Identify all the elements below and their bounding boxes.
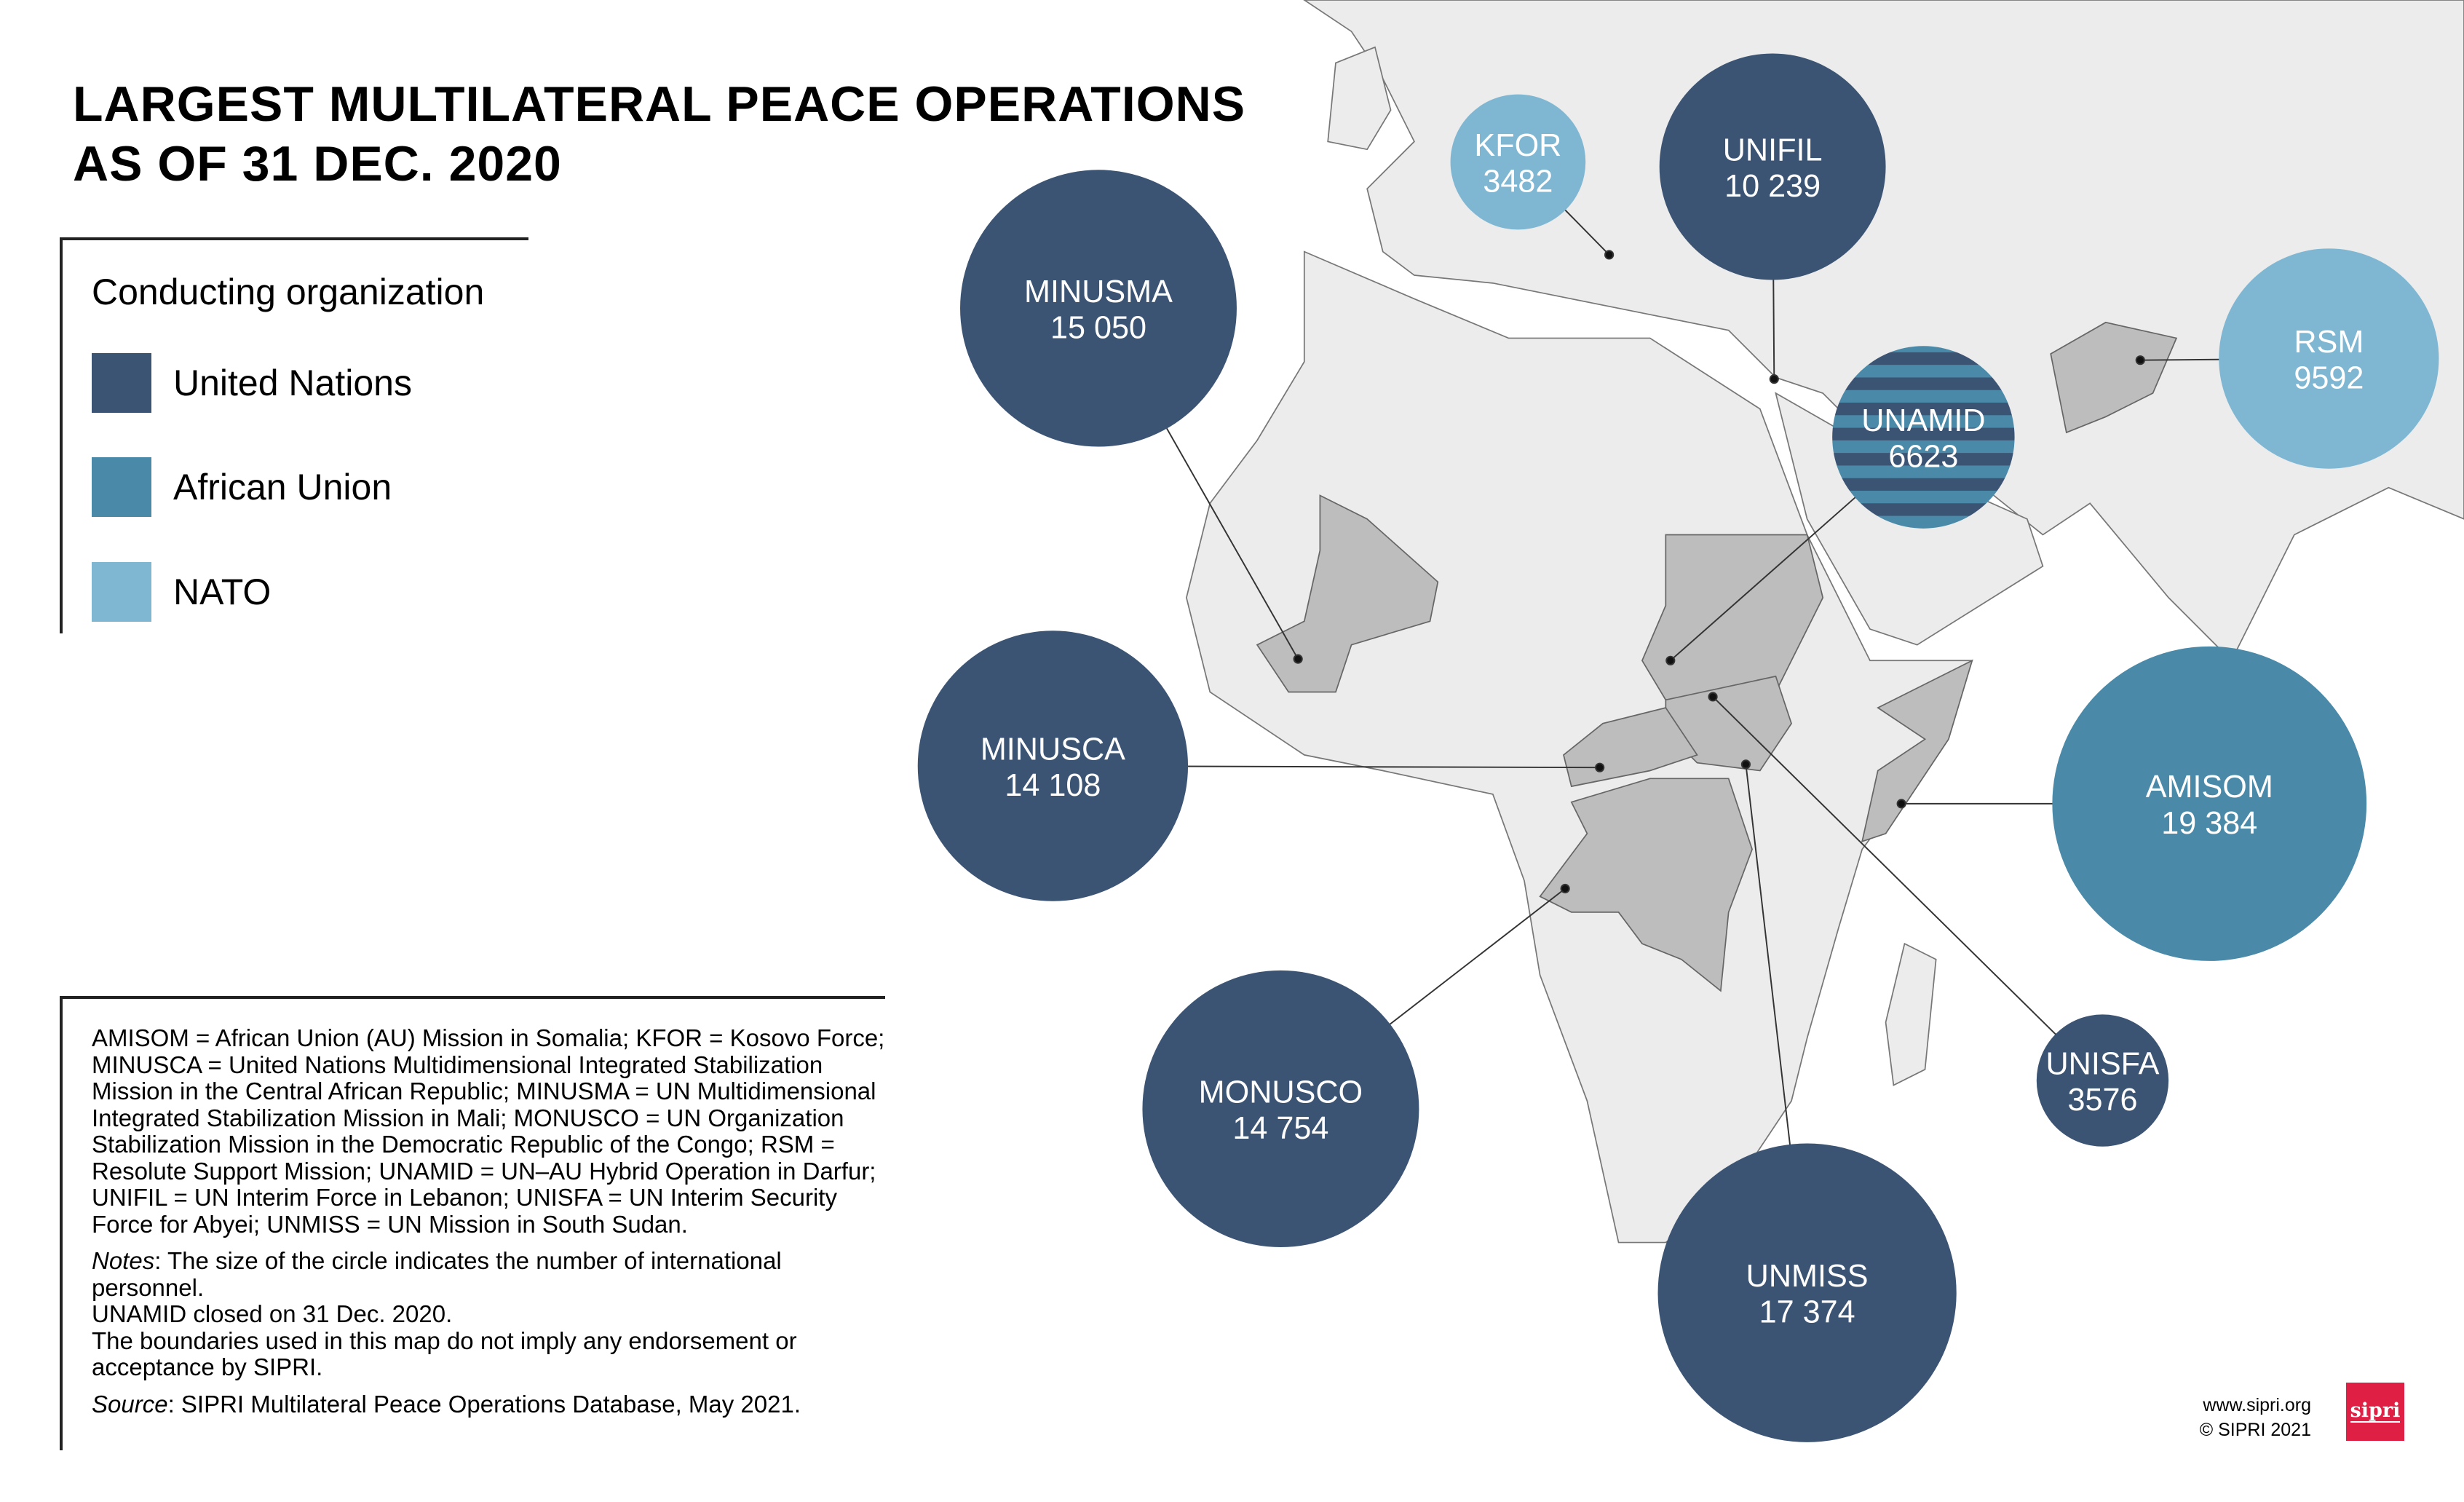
title-line-1: LARGEST MULTILATERAL PEACE OPERATIONS (73, 76, 1246, 132)
source-text: : SIPRI Multilateral Peace Operations Da… (167, 1390, 801, 1418)
credit: www.sipri.org © SIPRI 2021 (2155, 1393, 2311, 1442)
mali (1256, 494, 1439, 693)
location-dot (1560, 883, 1570, 894)
leader-line (1712, 696, 2104, 1081)
legend-label: NATO (173, 572, 272, 612)
copyright: © SIPRI 2021 (2199, 1420, 2311, 1440)
website-link[interactable]: www.sipri.org (2203, 1395, 2311, 1415)
operation-personnel: 19 384 (2161, 806, 2257, 841)
operation-circle (960, 170, 1237, 447)
legend-item-au: African Union (92, 457, 392, 517)
operation-circle (1832, 346, 2015, 529)
operation-name: MINUSMA (1024, 274, 1173, 309)
operation-name: UNISFA (2046, 1046, 2160, 1081)
notes-text: : The size of the circle indicates the n… (92, 1247, 782, 1301)
legend: Conducting organization United Nations A… (60, 237, 528, 633)
afghanistan (2050, 321, 2178, 434)
location-dot (2135, 355, 2145, 365)
operation-personnel: 3482 (1483, 165, 1553, 199)
legend-item-nato: NATO (92, 562, 271, 622)
highlighted-countries (1256, 321, 2178, 992)
location-dot (1769, 374, 1779, 384)
boundaries-note: The boundaries used in this map do not i… (92, 1327, 797, 1380)
operation-personnel: 3576 (2067, 1083, 2137, 1118)
legend-swatch-un (92, 353, 151, 413)
sipri-logo: sipri (2346, 1383, 2404, 1441)
operation-name: UNMISS (1746, 1259, 1869, 1294)
notes-label: Notes (92, 1247, 155, 1274)
location-dot (1896, 799, 1906, 809)
legend-label: African Union (173, 467, 392, 507)
operation-personnel: 6623 (1888, 440, 1958, 475)
somalia (1861, 659, 1973, 843)
page-title: LARGEST MULTILATERAL PEACE OPERATIONS AS… (73, 74, 1245, 194)
location-dot (1665, 655, 1676, 665)
operation-name: UNIFIL (1723, 133, 1823, 167)
legend-swatch-nato (92, 562, 151, 622)
operation-personnel: 14 754 (1232, 1111, 1328, 1146)
location-dot (1740, 759, 1751, 770)
title-line-2: AS OF 31 DEC. 2020 (73, 136, 562, 191)
operation-circle (1659, 53, 1886, 280)
operation-personnel: 17 374 (1759, 1295, 1855, 1330)
abbreviations: AMISOM = African Union (AU) Mission in S… (92, 1024, 885, 1238)
location-dot (1604, 250, 1615, 260)
dr-congo (1539, 778, 1753, 992)
operation-circle (1450, 94, 1586, 230)
source: Source: SIPRI Multilateral Peace Operati… (92, 1391, 885, 1418)
legend-title: Conducting organization (92, 272, 485, 312)
notes-panel: AMISOM = African Union (AU) Mission in S… (60, 996, 885, 1450)
location-dot (1708, 692, 1718, 702)
operation-circle (2036, 1014, 2169, 1147)
operation-circle (2219, 248, 2439, 469)
legend-label: United Nations (173, 363, 412, 403)
operation-circle (917, 631, 1189, 901)
location-dot (1293, 654, 1303, 664)
operation-personnel: 10 239 (1724, 169, 1821, 204)
operation-personnel: 15 050 (1050, 310, 1146, 345)
operation-name: MINUSCA (981, 732, 1125, 767)
operation-circle (2052, 646, 2367, 961)
operation-circle (1657, 1143, 1957, 1442)
operation-personnel: 14 108 (1005, 768, 1101, 803)
operation-name: RSM (2294, 325, 2364, 360)
notes: Notes: The size of the circle indicates … (92, 1247, 885, 1301)
location-dot (1595, 762, 1605, 772)
operation-name: UNAMID (1861, 403, 1985, 438)
madagascar (1885, 942, 1937, 1086)
operation-name: KFOR (1474, 128, 1561, 163)
legend-swatch-au (92, 457, 151, 517)
closed-note: UNAMID closed on 31 Dec. 2020. (92, 1300, 453, 1327)
operation-name: MONUSCO (1199, 1075, 1363, 1110)
operation-personnel: 9592 (2294, 361, 2364, 396)
legend-item-un: United Nations (92, 353, 412, 413)
operation-name: AMISOM (2146, 770, 2273, 805)
uk (1327, 46, 1392, 151)
eurasia (1303, 0, 2464, 662)
operation-circle (1142, 970, 1419, 1248)
source-label: Source (92, 1390, 168, 1418)
